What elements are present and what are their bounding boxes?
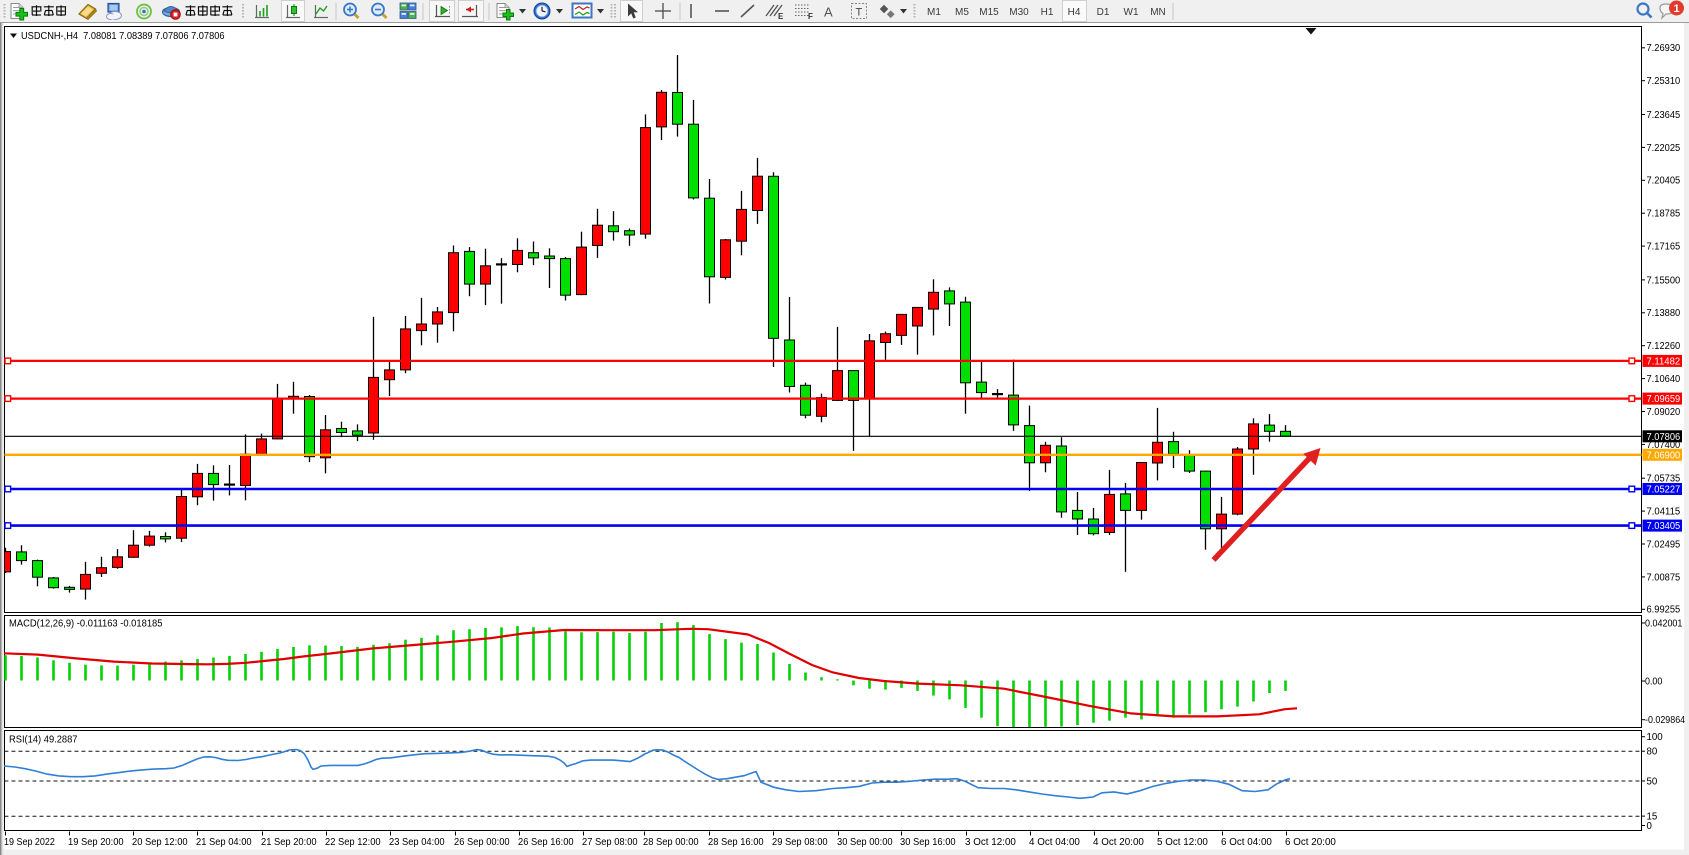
svg-text:4 Oct 04:00: 4 Oct 04:00 <box>1029 837 1081 848</box>
svg-text:7.07806: 7.07806 <box>1647 432 1681 443</box>
svg-text:7.00875: 7.00875 <box>1647 572 1681 583</box>
svg-text:7.04115: 7.04115 <box>1647 507 1681 518</box>
svg-text:7.25310: 7.25310 <box>1647 76 1681 87</box>
svg-text:M30: M30 <box>1009 7 1029 18</box>
svg-text:7.07400: 7.07400 <box>1647 440 1681 451</box>
svg-text:W1: W1 <box>1124 7 1139 18</box>
svg-text:M1: M1 <box>927 7 941 18</box>
svg-text:6.99255: 6.99255 <box>1647 605 1681 616</box>
svg-text:MN: MN <box>1150 7 1166 18</box>
svg-text:7.09020: 7.09020 <box>1647 407 1681 418</box>
svg-text:A: A <box>824 5 833 20</box>
svg-text:RSI(14) 49.2887: RSI(14) 49.2887 <box>9 735 78 746</box>
svg-text:M5: M5 <box>955 7 969 18</box>
svg-text:20 Sep 12:00: 20 Sep 12:00 <box>132 837 188 848</box>
svg-text:19 Sep 2022: 19 Sep 2022 <box>4 837 55 848</box>
svg-text:15: 15 <box>1647 812 1658 823</box>
svg-text:21 Sep 04:00: 21 Sep 04:00 <box>196 837 252 848</box>
svg-text:F: F <box>808 12 813 21</box>
svg-text:30 Sep 16:00: 30 Sep 16:00 <box>900 837 956 848</box>
svg-text:H1: H1 <box>1041 7 1054 18</box>
svg-text:23 Sep 04:00: 23 Sep 04:00 <box>389 837 445 848</box>
svg-text:7.12260: 7.12260 <box>1647 341 1681 352</box>
svg-text:7.23645: 7.23645 <box>1647 110 1681 121</box>
svg-text:7.15500: 7.15500 <box>1647 275 1681 286</box>
svg-text:D1: D1 <box>1097 7 1110 18</box>
svg-text:T: T <box>856 7 863 19</box>
svg-text:7.03405: 7.03405 <box>1647 521 1681 532</box>
svg-text:3 Oct 12:00: 3 Oct 12:00 <box>965 837 1017 848</box>
svg-text:7.09659: 7.09659 <box>1647 394 1681 405</box>
svg-text:22 Sep 12:00: 22 Sep 12:00 <box>325 837 381 848</box>
svg-text:27 Sep 08:00: 27 Sep 08:00 <box>582 837 638 848</box>
svg-text:0: 0 <box>1647 821 1653 832</box>
svg-text:28 Sep 00:00: 28 Sep 00:00 <box>643 837 699 848</box>
svg-text:-0.029864: -0.029864 <box>1645 715 1686 726</box>
svg-text:1: 1 <box>1673 3 1679 15</box>
svg-text:MACD(12,26,9) -0.011163 -0.018: MACD(12,26,9) -0.011163 -0.018185 <box>9 619 163 630</box>
svg-text:7.22025: 7.22025 <box>1647 143 1681 154</box>
svg-text:29 Sep 08:00: 29 Sep 08:00 <box>772 837 828 848</box>
svg-text:E: E <box>778 12 784 21</box>
svg-text:7.26930: 7.26930 <box>1647 43 1681 54</box>
svg-text:7.17165: 7.17165 <box>1647 242 1681 253</box>
svg-text:50: 50 <box>1647 776 1658 787</box>
svg-text:4 Oct 20:00: 4 Oct 20:00 <box>1093 837 1145 848</box>
svg-text:7.06900: 7.06900 <box>1647 450 1681 461</box>
svg-text:7.02495: 7.02495 <box>1647 539 1681 550</box>
svg-text:26 Sep 00:00: 26 Sep 00:00 <box>454 837 510 848</box>
svg-text:USDCNH-,H4 7.08081 7.08389 7.: USDCNH-,H4 7.08081 7.08389 7.07806 7.078… <box>21 31 225 42</box>
svg-text:7.05735: 7.05735 <box>1647 474 1681 485</box>
svg-text:0.042001: 0.042001 <box>1645 618 1682 629</box>
svg-text:7.20405: 7.20405 <box>1647 176 1681 187</box>
svg-text:6 Oct 04:00: 6 Oct 04:00 <box>1221 837 1273 848</box>
svg-text:6 Oct 20:00: 6 Oct 20:00 <box>1285 837 1337 848</box>
svg-text:7.10640: 7.10640 <box>1647 374 1681 385</box>
svg-text:7.13880: 7.13880 <box>1647 308 1681 319</box>
svg-text:7.05227: 7.05227 <box>1647 485 1681 496</box>
svg-text:19 Sep 20:00: 19 Sep 20:00 <box>68 837 124 848</box>
svg-text:7.11482: 7.11482 <box>1647 356 1681 367</box>
svg-text:26 Sep 16:00: 26 Sep 16:00 <box>518 837 574 848</box>
svg-text:21 Sep 20:00: 21 Sep 20:00 <box>261 837 317 848</box>
svg-text:0.00: 0.00 <box>1645 676 1663 687</box>
svg-text:7.18785: 7.18785 <box>1647 209 1681 220</box>
svg-text:5 Oct 12:00: 5 Oct 12:00 <box>1157 837 1209 848</box>
svg-text:M15: M15 <box>979 7 999 18</box>
svg-text:30 Sep 00:00: 30 Sep 00:00 <box>837 837 893 848</box>
svg-text:100: 100 <box>1647 732 1664 743</box>
svg-text:28 Sep 16:00: 28 Sep 16:00 <box>708 837 764 848</box>
svg-text:80: 80 <box>1647 747 1658 758</box>
svg-text:H4: H4 <box>1068 7 1081 18</box>
